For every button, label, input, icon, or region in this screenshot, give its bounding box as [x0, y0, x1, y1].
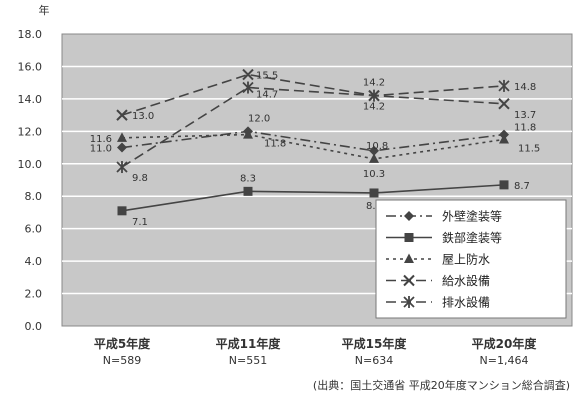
- legend-label: 鉄部塗装等: [442, 230, 502, 245]
- series-line-4: [121, 73, 505, 116]
- x-category-label: 平成15年度: [342, 336, 408, 351]
- series-2-point: [117, 206, 127, 216]
- x-category-n-label: N=551: [229, 354, 267, 367]
- series-2-point: [499, 180, 509, 190]
- data-label: 10.3: [363, 169, 385, 180]
- series-2-point: [369, 188, 379, 198]
- legend-swatch-marker: [403, 296, 415, 308]
- data-label: 7.1: [132, 217, 148, 228]
- data-label: 11.8: [264, 139, 286, 150]
- data-label: 13.0: [132, 111, 154, 122]
- y-tick-label: 18.0: [18, 28, 43, 41]
- series-line-3: [121, 133, 505, 160]
- series-5-point: [242, 81, 254, 94]
- data-label: 13.7: [514, 110, 536, 121]
- y-axis-unit-label: 年: [39, 3, 50, 17]
- series-line-2: [121, 184, 505, 212]
- series-3-point: [369, 153, 379, 163]
- y-tick-label: 2.0: [25, 288, 43, 301]
- data-label: 10.8: [366, 141, 388, 152]
- series-line-5: [121, 85, 505, 168]
- y-tick-label: 6.0: [25, 223, 43, 236]
- x-category-label: 平成20年度: [472, 336, 538, 351]
- data-label: 9.8: [132, 173, 148, 184]
- series-4-point: [498, 98, 510, 110]
- series-1-point: [369, 145, 379, 156]
- legend-swatch-marker: [404, 211, 414, 221]
- series-3-point: [117, 132, 127, 142]
- legend-swatch-marker: [404, 233, 414, 242]
- series-4-point: [116, 109, 128, 121]
- data-label: 11.5: [518, 143, 540, 154]
- y-tick-label: 14.0: [18, 93, 43, 106]
- x-category-label: 平成5年度: [94, 336, 151, 351]
- y-tick-label: 4.0: [25, 255, 43, 268]
- y-tick-label: 16.0: [18, 60, 43, 73]
- x-category-label: 平成11年度: [216, 336, 282, 351]
- y-tick-label: 0.0: [25, 320, 43, 333]
- series-5-point: [498, 79, 510, 92]
- data-label: 11.0: [90, 144, 112, 155]
- y-tick-label: 12.0: [18, 125, 43, 138]
- data-label: 14.8: [514, 82, 536, 93]
- data-label: 11.6: [90, 134, 112, 145]
- x-category-n-label: N=634: [355, 354, 393, 367]
- data-label: 12.0: [248, 113, 270, 124]
- data-label: 11.8: [514, 123, 536, 134]
- legend-swatch-marker: [404, 253, 414, 263]
- series-2-point: [243, 186, 253, 196]
- y-tick-label: 10.0: [18, 158, 43, 171]
- data-label: 14.2: [363, 78, 385, 89]
- series-5-point: [116, 161, 128, 174]
- series-3-point: [499, 133, 509, 144]
- series-5-point: [368, 89, 380, 102]
- series-4-point: [242, 68, 254, 81]
- legend-label: 外壁塗装等: [442, 209, 502, 224]
- legend-label: 排水設備: [442, 295, 490, 310]
- series-1-point: [117, 142, 127, 153]
- data-label: 8.3: [240, 173, 256, 184]
- series-3-point: [243, 129, 253, 139]
- legend-swatch-marker: [403, 274, 415, 287]
- series-line-1: [121, 130, 505, 152]
- data-label: 8.2: [366, 201, 382, 212]
- data-label: 14.7: [256, 90, 278, 101]
- data-label: 14.2: [363, 102, 385, 113]
- data-label: 15.5: [256, 71, 278, 82]
- x-category-n-label: N=589: [103, 354, 141, 367]
- x-category-n-label: N=1,464: [480, 354, 529, 367]
- source-note: (出典：国土交通省 平成20年度マンション総合調査): [313, 378, 570, 392]
- legend-label: 給水設備: [442, 273, 490, 288]
- data-label: 8.7: [514, 181, 530, 192]
- legend-label: 屋上防水: [442, 252, 490, 267]
- y-tick-label: 8.0: [25, 190, 43, 203]
